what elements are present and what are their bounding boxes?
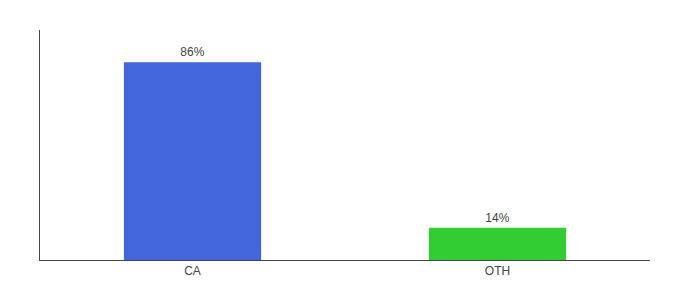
svg-text:CA: CA	[184, 264, 201, 278]
svg-text:14%: 14%	[485, 211, 509, 225]
svg-text:86%: 86%	[180, 45, 204, 59]
svg-text:OTH: OTH	[485, 264, 510, 278]
